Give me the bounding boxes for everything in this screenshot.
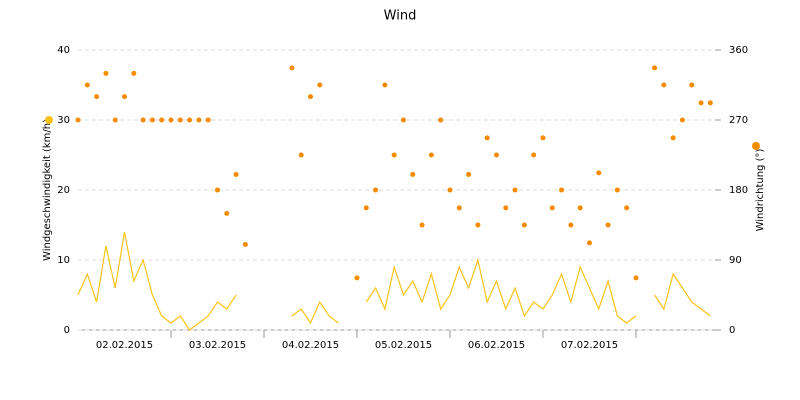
direction-point xyxy=(512,187,518,193)
direction-point xyxy=(233,171,239,177)
legend-marker xyxy=(752,142,760,150)
direction-point xyxy=(242,241,248,247)
direction-point xyxy=(112,117,118,123)
y2-tick-label: 360 xyxy=(729,45,748,56)
direction-point xyxy=(679,117,685,123)
direction-point xyxy=(363,205,369,211)
x-tick-label: 06.02.2015 xyxy=(468,340,525,351)
y2-tick-label: 0 xyxy=(729,325,735,336)
direction-point xyxy=(540,135,546,141)
direction-point xyxy=(605,222,611,228)
y2-tick-label: 90 xyxy=(729,255,742,266)
y-tick-label: 40 xyxy=(57,45,70,56)
direction-point xyxy=(559,187,565,193)
direction-point xyxy=(707,100,713,106)
direction-point xyxy=(456,205,462,211)
x-tick-label: 04.02.2015 xyxy=(282,340,339,351)
direction-point xyxy=(661,82,667,88)
direction-point xyxy=(298,152,304,158)
legend-marker xyxy=(45,116,53,124)
y-tick-label: 10 xyxy=(57,255,70,266)
y-tick-label: 30 xyxy=(57,115,70,126)
y-tick-label: 20 xyxy=(57,185,70,196)
direction-point xyxy=(373,187,379,193)
direction-point xyxy=(214,187,220,193)
direction-point xyxy=(168,117,174,123)
direction-point xyxy=(689,82,695,88)
direction-point xyxy=(84,82,90,88)
direction-point xyxy=(586,240,592,246)
direction-point xyxy=(466,171,472,177)
direction-point xyxy=(289,65,295,71)
x-tick-label: 03.02.2015 xyxy=(189,340,246,351)
direction-point xyxy=(521,222,527,228)
direction-point xyxy=(103,70,109,76)
direction-point xyxy=(698,100,704,106)
direction-point xyxy=(354,275,360,281)
direction-point xyxy=(75,117,81,123)
direction-point xyxy=(121,94,127,100)
direction-point xyxy=(382,82,388,88)
direction-point xyxy=(503,205,509,211)
y-tick-label: 0 xyxy=(64,325,70,336)
y2-tick-label: 180 xyxy=(729,185,748,196)
direction-point xyxy=(391,152,397,158)
y2-axis-title: Windrichtung (°) xyxy=(755,149,766,232)
direction-point xyxy=(317,82,323,88)
chart-title: Wind xyxy=(384,9,417,24)
direction-point xyxy=(205,117,211,123)
direction-point xyxy=(400,117,406,123)
direction-point xyxy=(131,70,137,76)
direction-point xyxy=(177,117,183,123)
x-tick-label: 02.02.2015 xyxy=(96,340,153,351)
direction-point xyxy=(140,117,146,123)
direction-point xyxy=(568,222,574,228)
direction-point xyxy=(549,205,555,211)
direction-point xyxy=(475,222,481,228)
direction-point xyxy=(493,152,499,158)
direction-point xyxy=(614,187,620,193)
direction-point xyxy=(624,205,630,211)
direction-point xyxy=(94,94,100,100)
speed-line xyxy=(77,231,711,331)
direction-point xyxy=(596,170,602,176)
direction-point xyxy=(307,94,313,100)
direction-point xyxy=(428,152,434,158)
direction-point xyxy=(531,152,537,158)
direction-point xyxy=(159,117,165,123)
direction-point xyxy=(410,171,416,177)
direction-point xyxy=(670,135,676,141)
direction-point xyxy=(652,65,658,71)
direction-point xyxy=(419,222,425,228)
direction-point xyxy=(633,275,639,281)
direction-point xyxy=(149,117,155,123)
direction-point xyxy=(224,210,230,216)
y2-tick-label: 270 xyxy=(729,115,748,126)
direction-point xyxy=(447,187,453,193)
x-tick-label: 07.02.2015 xyxy=(561,340,618,351)
y-axis-title: Windgeschwindigkeit (km/h) xyxy=(42,119,53,261)
direction-point xyxy=(484,135,490,141)
direction-point xyxy=(438,117,444,123)
direction-point xyxy=(577,205,583,211)
direction-point xyxy=(187,117,193,123)
x-tick-label: 05.02.2015 xyxy=(375,340,432,351)
direction-point xyxy=(196,117,202,123)
